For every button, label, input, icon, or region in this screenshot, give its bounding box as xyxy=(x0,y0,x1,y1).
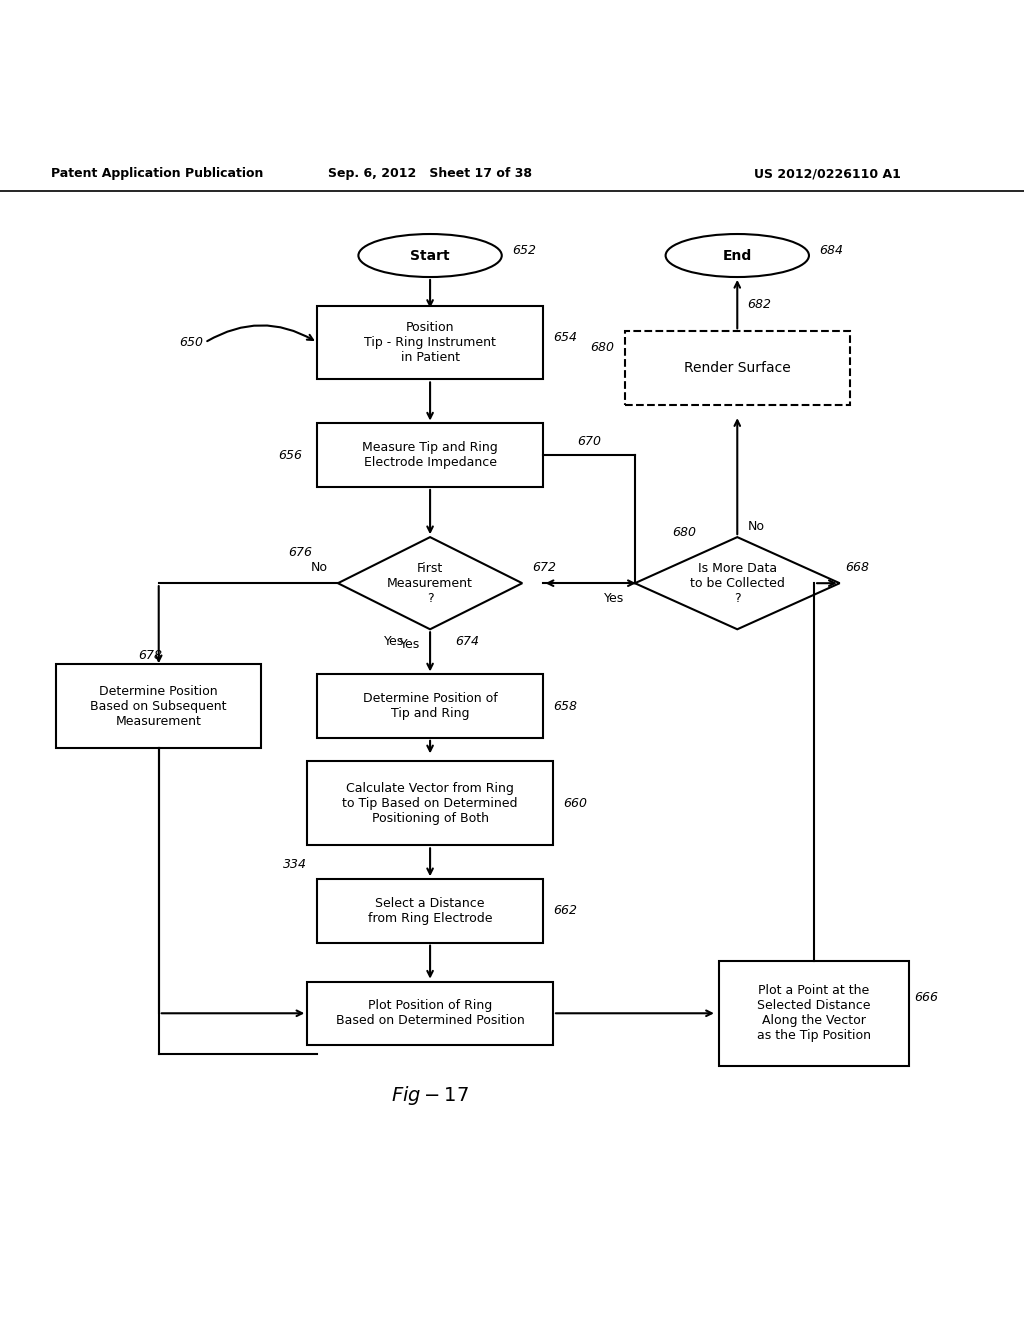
Text: 666: 666 xyxy=(914,991,938,1005)
Text: Plot Position of Ring
Based on Determined Position: Plot Position of Ring Based on Determine… xyxy=(336,999,524,1027)
Text: 674: 674 xyxy=(456,635,479,648)
Text: Patent Application Publication: Patent Application Publication xyxy=(51,168,263,180)
Text: Determine Position of
Tip and Ring: Determine Position of Tip and Ring xyxy=(362,692,498,721)
Text: US 2012/0226110 A1: US 2012/0226110 A1 xyxy=(755,168,901,180)
Text: 672: 672 xyxy=(532,561,556,574)
Text: No: No xyxy=(310,561,328,574)
Text: 654: 654 xyxy=(553,331,577,345)
Text: 670: 670 xyxy=(577,436,601,447)
Text: 668: 668 xyxy=(845,561,868,574)
Text: Plot a Point at the
Selected Distance
Along the Vector
as the Tip Position: Plot a Point at the Selected Distance Al… xyxy=(757,985,871,1043)
Text: Yes: Yes xyxy=(399,638,420,651)
Text: 662: 662 xyxy=(553,904,577,917)
Text: 652: 652 xyxy=(512,244,536,257)
Text: End: End xyxy=(723,248,752,263)
Text: 680: 680 xyxy=(673,525,696,539)
Text: Render Surface: Render Surface xyxy=(684,362,791,375)
Text: Yes: Yes xyxy=(384,635,404,648)
Text: $\mathit{Fig-17}$: $\mathit{Fig-17}$ xyxy=(391,1084,469,1106)
Text: Is More Data
to be Collected
?: Is More Data to be Collected ? xyxy=(690,562,784,605)
Text: Calculate Vector from Ring
to Tip Based on Determined
Positioning of Both: Calculate Vector from Ring to Tip Based … xyxy=(342,781,518,825)
Text: First
Measurement
?: First Measurement ? xyxy=(387,562,473,605)
Text: 650: 650 xyxy=(179,337,203,348)
Text: 334: 334 xyxy=(284,858,307,871)
Text: 682: 682 xyxy=(748,297,771,310)
Text: 684: 684 xyxy=(819,244,843,257)
Text: Determine Position
Based on Subsequent
Measurement: Determine Position Based on Subsequent M… xyxy=(90,685,227,727)
Text: Sep. 6, 2012   Sheet 17 of 38: Sep. 6, 2012 Sheet 17 of 38 xyxy=(328,168,532,180)
Text: Measure Tip and Ring
Electrode Impedance: Measure Tip and Ring Electrode Impedance xyxy=(362,441,498,469)
Text: Position
Tip - Ring Instrument
in Patient: Position Tip - Ring Instrument in Patien… xyxy=(365,321,496,364)
Text: 678: 678 xyxy=(138,649,162,663)
Text: 658: 658 xyxy=(553,700,577,713)
Text: 676: 676 xyxy=(289,546,312,558)
Text: 660: 660 xyxy=(563,797,587,810)
Text: Start: Start xyxy=(411,248,450,263)
Text: No: No xyxy=(748,520,765,533)
Text: 656: 656 xyxy=(279,449,302,462)
Text: 680: 680 xyxy=(591,341,614,354)
Text: Select a Distance
from Ring Electrode: Select a Distance from Ring Electrode xyxy=(368,896,493,925)
Text: Yes: Yes xyxy=(604,593,625,605)
